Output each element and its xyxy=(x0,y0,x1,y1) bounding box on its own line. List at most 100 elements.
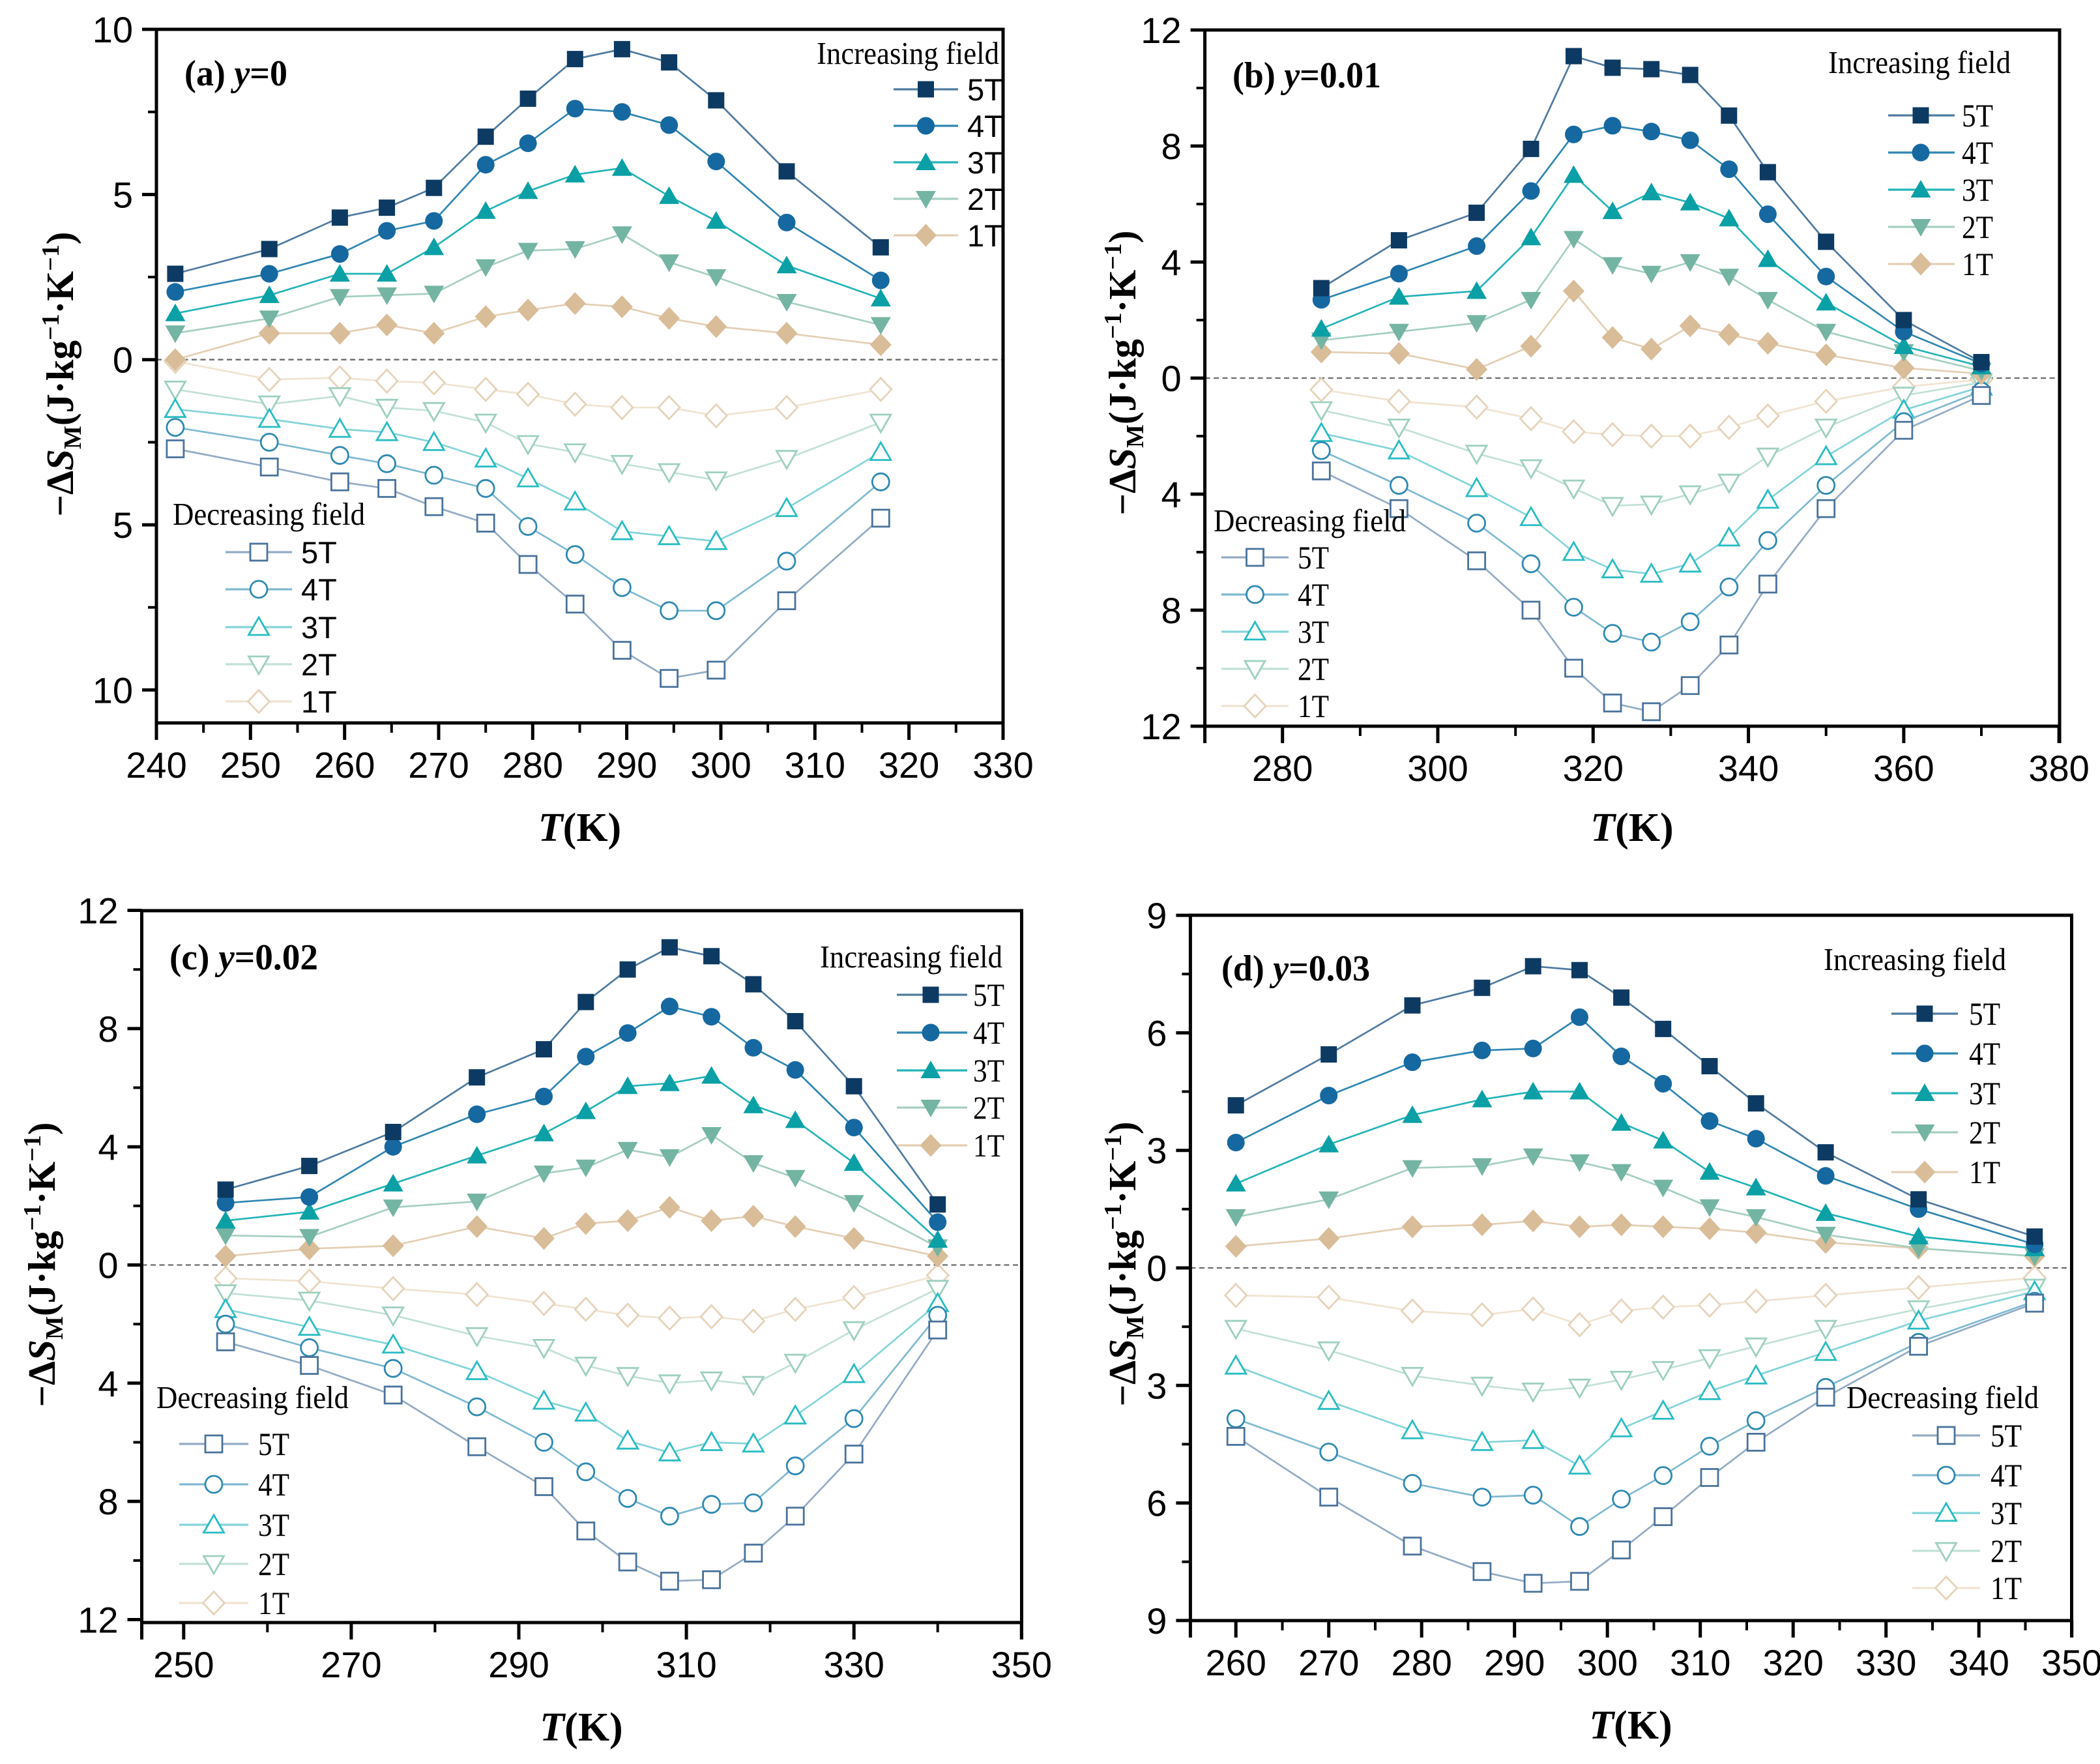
svg-text:250: 250 xyxy=(220,744,281,786)
svg-text:5T: 5T xyxy=(301,535,337,570)
svg-text:270: 270 xyxy=(321,1644,381,1685)
svg-text:1T: 1T xyxy=(967,218,1003,253)
svg-text:5T: 5T xyxy=(967,72,1003,107)
svg-text:12: 12 xyxy=(1141,706,1181,747)
svg-text:8: 8 xyxy=(98,1481,118,1522)
svg-text:5T: 5T xyxy=(973,977,1004,1013)
svg-text:1T: 1T xyxy=(1298,688,1329,724)
svg-text:2T: 2T xyxy=(1298,651,1329,687)
svg-text:3T: 3T xyxy=(1969,1075,2000,1111)
svg-text:5: 5 xyxy=(113,505,133,546)
svg-text:12: 12 xyxy=(1141,10,1181,51)
svg-text:3T: 3T xyxy=(301,610,337,645)
svg-text:340: 340 xyxy=(1718,748,1779,789)
svg-text:4: 4 xyxy=(1161,242,1181,283)
svg-text:5T: 5T xyxy=(1991,1417,2022,1454)
svg-text:4T: 4T xyxy=(1962,134,1993,171)
svg-text:12: 12 xyxy=(78,890,118,932)
svg-text:2T: 2T xyxy=(967,182,1003,216)
svg-text:290: 290 xyxy=(596,744,657,786)
svg-text:Decreasing field: Decreasing field xyxy=(156,1379,349,1415)
svg-text:−ΔSM(J·kg−1·K−1): −ΔSM(J·kg−1·K−1) xyxy=(1100,230,1149,515)
svg-text:12: 12 xyxy=(78,1600,118,1641)
svg-text:0: 0 xyxy=(1146,1248,1167,1289)
svg-text:(b) y=0.01: (b) y=0.01 xyxy=(1232,55,1381,96)
svg-text:0: 0 xyxy=(98,1245,118,1286)
svg-text:5: 5 xyxy=(113,174,133,215)
svg-text:2T: 2T xyxy=(973,1089,1004,1126)
svg-text:3T: 3T xyxy=(967,145,1003,180)
svg-text:5T: 5T xyxy=(1298,539,1329,576)
svg-text:340: 340 xyxy=(1948,1642,2009,1683)
svg-text:320: 320 xyxy=(1762,1642,1823,1683)
svg-text:Decreasing field: Decreasing field xyxy=(1214,503,1406,538)
svg-text:10: 10 xyxy=(93,669,133,711)
svg-text:4: 4 xyxy=(98,1363,118,1404)
svg-text:(a) y=0: (a) y=0 xyxy=(184,53,287,94)
svg-text:320: 320 xyxy=(1563,748,1624,789)
svg-text:2T: 2T xyxy=(1962,209,1993,245)
svg-text:4T: 4T xyxy=(967,109,1003,143)
svg-text:330: 330 xyxy=(1856,1642,1916,1683)
svg-text:(d) y=0.03: (d) y=0.03 xyxy=(1221,948,1370,989)
svg-text:380: 380 xyxy=(2028,748,2089,789)
svg-text:8: 8 xyxy=(1161,590,1181,631)
svg-text:4T: 4T xyxy=(973,1014,1004,1051)
svg-text:4T: 4T xyxy=(1969,1035,2000,1072)
svg-text:250: 250 xyxy=(153,1644,214,1685)
svg-text:2T: 2T xyxy=(258,1546,289,1582)
svg-text:270: 270 xyxy=(408,744,469,786)
svg-text:5T: 5T xyxy=(1969,995,2000,1032)
svg-text:1T: 1T xyxy=(301,684,337,719)
svg-text:2T: 2T xyxy=(1991,1533,2022,1569)
svg-text:300: 300 xyxy=(1577,1642,1637,1683)
svg-text:310: 310 xyxy=(656,1644,716,1685)
svg-text:6: 6 xyxy=(1146,1012,1167,1053)
svg-text:T(K): T(K) xyxy=(538,806,621,850)
svg-text:9: 9 xyxy=(1146,1600,1167,1641)
svg-text:260: 260 xyxy=(1205,1642,1266,1683)
svg-text:2T: 2T xyxy=(301,647,337,682)
svg-text:350: 350 xyxy=(2041,1642,2100,1683)
svg-text:1T: 1T xyxy=(258,1585,289,1621)
svg-text:3T: 3T xyxy=(1962,171,1993,208)
svg-text:300: 300 xyxy=(690,744,751,786)
svg-text:320: 320 xyxy=(879,744,939,786)
svg-text:0: 0 xyxy=(1161,358,1181,399)
svg-text:1T: 1T xyxy=(1991,1570,2022,1606)
svg-text:3: 3 xyxy=(1146,1365,1167,1406)
svg-text:240: 240 xyxy=(126,744,186,786)
svg-text:3T: 3T xyxy=(973,1052,1004,1089)
svg-text:3T: 3T xyxy=(258,1507,289,1543)
svg-text:−ΔSM(J·kg−1·K−1): −ΔSM(J·kg−1·K−1) xyxy=(37,231,87,516)
svg-text:4T: 4T xyxy=(258,1466,289,1503)
svg-text:280: 280 xyxy=(1252,748,1313,789)
svg-text:4: 4 xyxy=(1161,474,1181,515)
svg-text:4T: 4T xyxy=(301,572,337,607)
svg-text:280: 280 xyxy=(503,744,563,786)
svg-text:1T: 1T xyxy=(1969,1154,2000,1190)
svg-text:Decreasing field: Decreasing field xyxy=(1846,1379,2039,1415)
svg-text:1T: 1T xyxy=(1962,246,1993,282)
svg-text:4: 4 xyxy=(98,1126,118,1168)
svg-text:270: 270 xyxy=(1298,1642,1359,1683)
svg-text:310: 310 xyxy=(785,744,845,786)
svg-text:290: 290 xyxy=(488,1644,549,1685)
svg-text:290: 290 xyxy=(1484,1642,1545,1683)
svg-text:10: 10 xyxy=(93,9,133,50)
svg-text:330: 330 xyxy=(972,744,1033,786)
svg-text:Increasing field: Increasing field xyxy=(820,939,1002,975)
svg-text:T(K): T(K) xyxy=(540,1705,622,1750)
svg-text:6: 6 xyxy=(1146,1483,1167,1524)
svg-text:2T: 2T xyxy=(1969,1114,2000,1151)
svg-text:0: 0 xyxy=(113,340,133,381)
svg-text:4T: 4T xyxy=(1991,1457,2022,1493)
svg-text:9: 9 xyxy=(1146,895,1167,936)
svg-text:Increasing field: Increasing field xyxy=(1824,941,2006,977)
svg-text:260: 260 xyxy=(314,744,375,786)
svg-text:310: 310 xyxy=(1670,1642,1730,1683)
svg-text:360: 360 xyxy=(1873,748,1934,789)
svg-text:T(K): T(K) xyxy=(1589,1703,1672,1748)
svg-text:−ΔSM(J·kg−1·K−1): −ΔSM(J·kg−1·K−1) xyxy=(1100,1121,1149,1406)
svg-text:8: 8 xyxy=(98,1008,118,1050)
